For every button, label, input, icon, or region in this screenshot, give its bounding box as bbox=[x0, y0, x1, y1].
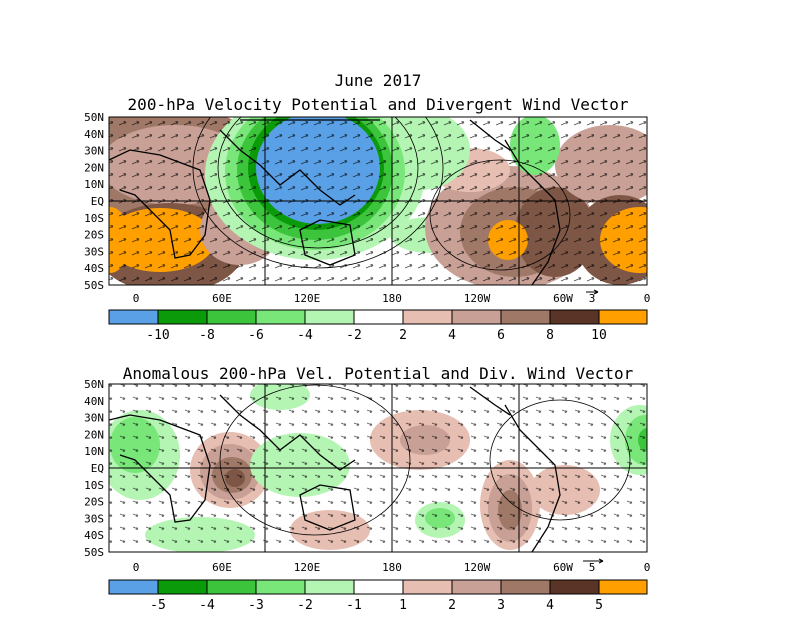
colorbar-swatch bbox=[207, 580, 256, 594]
lon-label: 120E bbox=[294, 561, 321, 574]
colorbar-label: 6 bbox=[497, 328, 505, 343]
lon-label: 180 bbox=[382, 561, 402, 574]
colorbar-swatch bbox=[599, 580, 647, 594]
lat-label: 40S bbox=[84, 529, 104, 542]
vector-ref-label: 3 bbox=[589, 292, 596, 305]
lat-label: 20S bbox=[84, 229, 104, 242]
colorbar-swatch bbox=[599, 310, 647, 324]
colorbar-swatch bbox=[550, 310, 599, 324]
panel-2-contours bbox=[219, 384, 631, 536]
colorbar-swatch bbox=[305, 310, 354, 324]
colorbar-swatch bbox=[256, 310, 305, 324]
colorbar-label: 5 bbox=[595, 598, 603, 613]
panel-1-vector-ref: 3 bbox=[586, 289, 599, 305]
lat-label: 50N bbox=[84, 111, 104, 124]
lon-label: 0 bbox=[644, 561, 651, 574]
panel-2-map bbox=[109, 384, 647, 552]
lat-label: 40N bbox=[84, 128, 104, 141]
colorbar-swatch bbox=[501, 310, 550, 324]
lon-label: 60W bbox=[553, 292, 573, 305]
colorbar-label: -3 bbox=[248, 598, 264, 613]
lon-label: 0 bbox=[644, 292, 651, 305]
lat-label: 30N bbox=[84, 412, 104, 425]
lat-label: 20N bbox=[84, 161, 104, 174]
lat-label: 50S bbox=[84, 279, 104, 292]
lon-label: 0 bbox=[133, 292, 140, 305]
lon-label: 120E bbox=[294, 292, 321, 305]
panel-2-colorbar: -5 -4 -3 -2 -1 1 2 3 4 5 bbox=[108, 579, 648, 613]
colorbar-swatch bbox=[452, 580, 501, 594]
lat-label: 20N bbox=[84, 428, 104, 441]
lon-label: 60W bbox=[553, 561, 573, 574]
lon-label: 0 bbox=[133, 561, 140, 574]
colorbar-swatch bbox=[109, 580, 158, 594]
lat-label: 30S bbox=[84, 512, 104, 525]
vector-ref-label: 5 bbox=[589, 561, 596, 574]
panel-1-title: 200-hPa Velocity Potential and Divergent… bbox=[128, 95, 629, 114]
panel-1-coastlines bbox=[109, 119, 561, 285]
colorbar-label: 8 bbox=[546, 328, 554, 343]
lat-label: EQ bbox=[91, 462, 104, 475]
lon-label: 120W bbox=[464, 561, 491, 574]
colorbar-label: 3 bbox=[497, 598, 505, 613]
panel-1-colorbar: -10 -8 -6 -4 -2 2 4 6 8 10 bbox=[108, 309, 648, 343]
colorbar-swatch bbox=[158, 310, 207, 324]
colorbar-label: 4 bbox=[546, 598, 554, 613]
panel-2-frame bbox=[108, 383, 648, 553]
lat-label: 10S bbox=[84, 479, 104, 492]
colorbar-label: 10 bbox=[591, 328, 607, 343]
colorbar-label: -8 bbox=[199, 328, 215, 343]
lat-label: 40N bbox=[84, 395, 104, 408]
lon-label: 120W bbox=[464, 292, 491, 305]
lat-label: 10N bbox=[84, 178, 104, 191]
colorbar-swatch bbox=[305, 580, 354, 594]
lat-label: 10N bbox=[84, 445, 104, 458]
colorbar-swatch bbox=[256, 580, 305, 594]
panel-1-contours bbox=[192, 117, 571, 271]
colorbar-label: -5 bbox=[150, 598, 166, 613]
colorbar-label: -1 bbox=[346, 598, 362, 613]
colorbar-label: -6 bbox=[248, 328, 264, 343]
colorbar-swatch bbox=[550, 580, 599, 594]
colorbar-swatch bbox=[354, 580, 403, 594]
lat-label: 30S bbox=[84, 245, 104, 258]
lon-label: 60E bbox=[212, 561, 232, 574]
lat-label: 20S bbox=[84, 496, 104, 509]
panel-2-lon-labels: 0 60E 120E 180 120W 60W 0 bbox=[133, 561, 651, 574]
colorbar-label: 1 bbox=[399, 598, 407, 613]
lon-label: 180 bbox=[382, 292, 402, 305]
panel-1-map bbox=[109, 117, 647, 285]
colorbar-label: 4 bbox=[448, 328, 456, 343]
figure-title: June 2017 bbox=[335, 71, 422, 90]
colorbar-label: -4 bbox=[297, 328, 313, 343]
colorbar-label: -4 bbox=[199, 598, 215, 613]
panel-2-title: Anomalous 200-hPa Vel. Potential and Div… bbox=[123, 364, 634, 383]
colorbar-label: -2 bbox=[346, 328, 362, 343]
colorbar-swatch bbox=[403, 310, 452, 324]
lon-label: 60E bbox=[212, 292, 232, 305]
lat-label: 40S bbox=[84, 262, 104, 275]
lat-label: EQ bbox=[91, 195, 104, 208]
panel-1-frame bbox=[108, 116, 648, 286]
colorbar-swatch bbox=[354, 310, 403, 324]
lat-label: 50S bbox=[84, 546, 104, 559]
colorbar-label: -10 bbox=[146, 328, 169, 343]
panel-2-lat-labels: 50N 40N 30N 20N 10N EQ 10S 20S 30S 40S 5… bbox=[84, 378, 104, 559]
colorbar-label: 2 bbox=[448, 598, 456, 613]
colorbar-swatch bbox=[452, 310, 501, 324]
colorbar-swatch bbox=[501, 580, 550, 594]
lat-label: 10S bbox=[84, 212, 104, 225]
colorbar-swatch bbox=[109, 310, 158, 324]
panel-2-vector-ref: 5 bbox=[583, 558, 604, 574]
panel-1-lon-labels: 0 60E 120E 180 120W 60W 0 bbox=[133, 292, 651, 305]
colorbar-swatch bbox=[403, 580, 452, 594]
panel-1-lat-labels: 50N 40N 30N 20N 10N EQ 10S 20S 30S 40S 5… bbox=[84, 111, 104, 292]
lat-label: 50N bbox=[84, 378, 104, 391]
colorbar-swatch bbox=[207, 310, 256, 324]
lat-label: 30N bbox=[84, 145, 104, 158]
colorbar-label: 2 bbox=[399, 328, 407, 343]
colorbar-swatch bbox=[158, 580, 207, 594]
colorbar-label: -2 bbox=[297, 598, 313, 613]
